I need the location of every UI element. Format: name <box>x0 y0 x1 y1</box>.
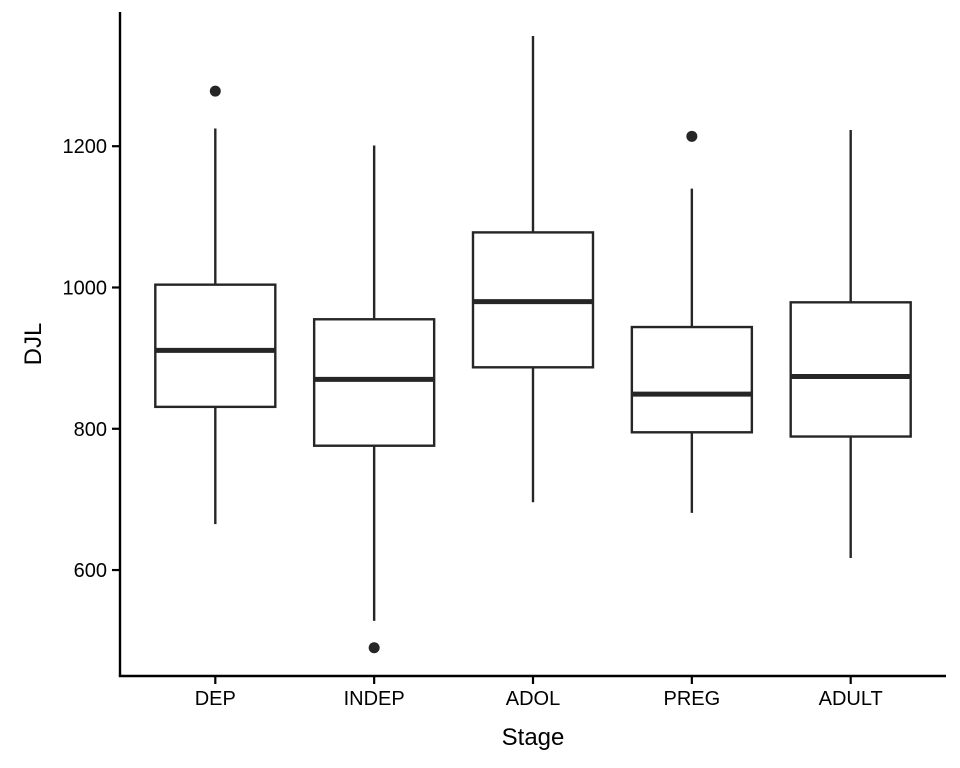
outlier-point <box>686 130 698 142</box>
y-tick-label: 800 <box>74 419 107 441</box>
plot-area <box>154 36 912 654</box>
box <box>154 283 277 409</box>
outlier-point <box>209 85 221 97</box>
x-tick-label: PREG <box>664 688 721 710</box>
box <box>630 325 754 434</box>
y-tick-label: 600 <box>74 560 107 582</box>
x-axis-title: Stage <box>502 724 565 751</box>
y-tick-label: 1000 <box>63 277 108 299</box>
box-group-adult <box>789 129 912 559</box>
x-tick-label: INDEP <box>344 688 405 710</box>
x-axis-ticks: DEP INDEP ADOL PREG ADULT <box>195 676 883 710</box>
x-tick-label: ADULT <box>819 688 883 710</box>
box-group-indep <box>312 145 436 654</box>
outlier-point <box>368 642 380 654</box>
box <box>789 301 912 438</box>
x-tick-label: ADOL <box>506 688 560 710</box>
y-tick-label: 1200 <box>63 136 108 158</box>
x-tick-label: DEP <box>195 688 236 710</box>
box-group-preg <box>630 130 754 513</box>
y-axis-title: DJL <box>20 323 47 366</box>
y-axis-ticks: 600 800 1000 1200 <box>63 136 120 582</box>
box <box>312 318 436 447</box>
box-group-dep <box>154 85 277 525</box>
box-group-adol <box>471 36 595 503</box>
